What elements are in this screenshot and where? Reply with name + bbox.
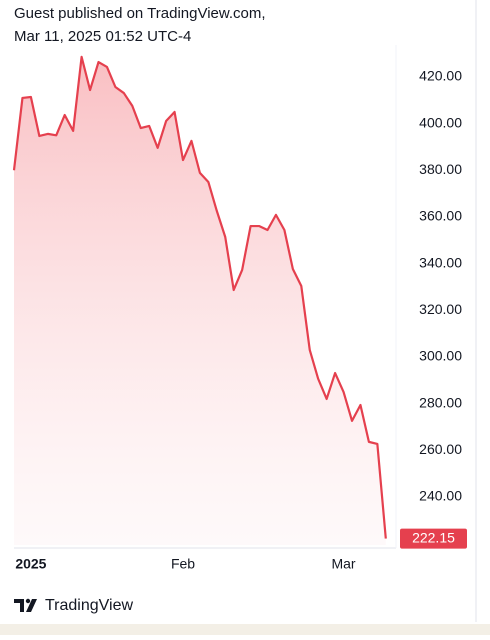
y-tick-label: 420.00 xyxy=(419,68,462,84)
y-tick-label: 360.00 xyxy=(419,208,462,224)
price-line xyxy=(12,55,387,539)
chart-subtitle: Mar 11, 2025 01:52 UTC-4 xyxy=(14,28,191,45)
area-fill xyxy=(14,56,386,546)
brand-logo xyxy=(14,598,37,612)
bottom-strip xyxy=(0,624,490,635)
y-tick-label: 380.00 xyxy=(419,161,462,177)
x-tick-label: Feb xyxy=(171,556,195,572)
x-tick-label: Mar xyxy=(331,556,355,572)
x-tick-label: 2025 xyxy=(15,556,46,572)
last-price-box xyxy=(400,528,467,549)
last-price-label: 222.15 xyxy=(412,529,455,545)
y-tick-label: 320.00 xyxy=(419,301,462,317)
y-tick-label: 280.00 xyxy=(419,394,462,410)
chart-title: Guest published on TradingView.com, xyxy=(14,5,266,22)
y-tick-label: 400.00 xyxy=(419,114,462,130)
y-tick-label: 300.00 xyxy=(419,348,462,364)
y-tick-label: 340.00 xyxy=(419,254,462,270)
y-tick-label: 260.00 xyxy=(419,441,462,457)
brand-name: TradingView xyxy=(45,597,133,614)
y-tick-label: 240.00 xyxy=(419,488,462,504)
